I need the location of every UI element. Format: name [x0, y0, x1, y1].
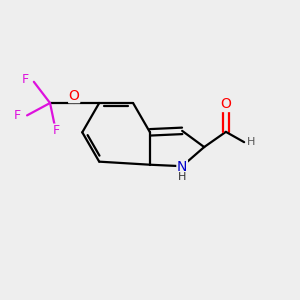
Text: F: F [53, 124, 60, 137]
Text: H: H [246, 137, 255, 147]
Text: F: F [22, 73, 29, 86]
Text: O: O [69, 88, 80, 103]
Text: F: F [14, 109, 21, 122]
Text: N: N [177, 160, 188, 174]
Text: O: O [220, 98, 231, 112]
Text: H: H [178, 172, 186, 182]
